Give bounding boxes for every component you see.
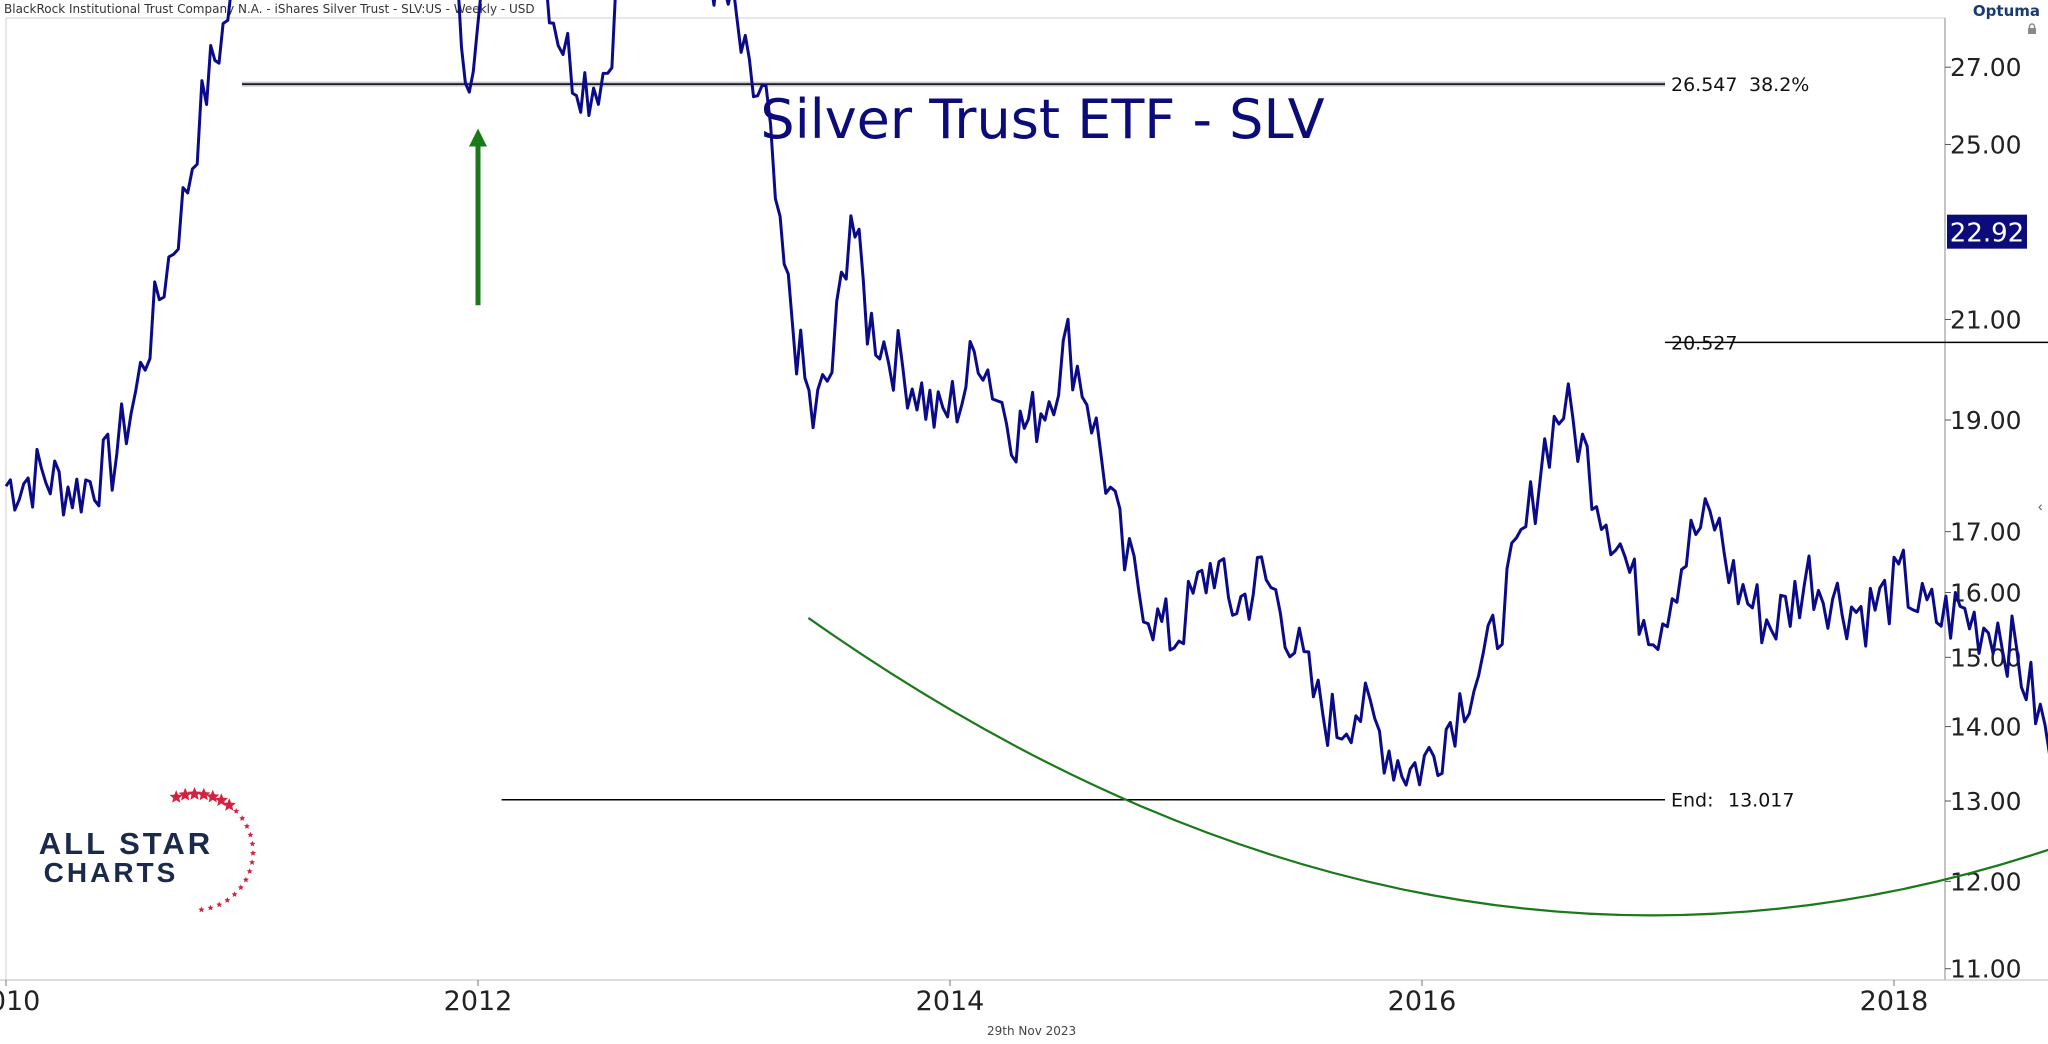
- y-tick-label: 12.00: [1950, 867, 2022, 896]
- logo-star: [249, 859, 256, 865]
- support-arrow-head: [469, 128, 487, 147]
- logo-star: [242, 876, 249, 883]
- y-tick-label: 16.00: [1950, 579, 2022, 608]
- logo-star: [214, 793, 228, 806]
- chart-title: Silver Trust ETF - SLV: [760, 88, 1325, 151]
- logo-star: [178, 787, 192, 801]
- logo-star: [198, 906, 205, 913]
- level-value-label: 13.017: [1728, 790, 1794, 812]
- chart-date: 29th Nov 2023: [987, 1024, 1077, 1038]
- lock-icon[interactable]: [2026, 23, 2038, 35]
- logo-star: [237, 884, 244, 891]
- price-line: [4, 0, 2048, 787]
- x-tick-label: 2010: [0, 986, 40, 1017]
- logo-star: [206, 789, 220, 803]
- logo-star: [243, 823, 250, 829]
- logo-star: [246, 868, 253, 874]
- rounding-bottom-arc: [807, 617, 2048, 917]
- logo-star: [187, 787, 202, 800]
- x-tick-label: 2018: [1860, 986, 1929, 1017]
- y-tick-label: 14.00: [1950, 713, 2022, 742]
- logo-star: [249, 850, 256, 856]
- x-tick-label: 2016: [1388, 986, 1457, 1017]
- level-name-label: End:: [1671, 790, 1714, 812]
- logo-star: [216, 901, 223, 908]
- logo-star: [224, 897, 231, 903]
- logo-text-line2: CHARTS: [44, 857, 179, 888]
- logo-star: [247, 831, 254, 838]
- y-tick-label: 25.00: [1950, 130, 2022, 159]
- logo-star: [233, 808, 240, 814]
- level-value-label: 26.547: [1671, 74, 1737, 96]
- logo-text-line1: ALL STAR: [39, 826, 213, 861]
- logo-star: [207, 904, 214, 911]
- y-tick-label: 17.00: [1950, 518, 2022, 547]
- x-tick-label: 2012: [444, 986, 513, 1017]
- y-tick-label: 11.00: [1950, 955, 2022, 984]
- optuma-brand: Optuma: [1972, 2, 2040, 20]
- current-price-badge: [1947, 214, 2027, 249]
- level-value-label: 20.527: [1671, 332, 1737, 354]
- chart-source-header: BlackRock Institutional Trust Company N.…: [4, 2, 535, 16]
- x-axis: 201020122014201620182020202220242026: [0, 980, 1929, 1017]
- logo-star: [222, 798, 236, 811]
- plot-frame: [5, 17, 1946, 981]
- logo-star: [231, 891, 238, 897]
- logo-star: [169, 790, 183, 803]
- x-tick-label: 2014: [916, 986, 985, 1017]
- current-price-label: 22.92: [1950, 219, 2024, 249]
- logo-star: [239, 815, 246, 821]
- logo-star: [197, 787, 211, 801]
- level-pct-label: 38.2%: [1749, 74, 1809, 96]
- logo-star: [249, 840, 256, 847]
- y-tick-label: 27.00: [1950, 53, 2022, 82]
- y-tick-label: 19.00: [1950, 406, 2022, 435]
- y-tick-label: 13.00: [1950, 787, 2022, 816]
- y-tick-label: 21.00: [1950, 306, 2022, 335]
- level-lines: Start:48.43634.90661.8%26.54738.2%20.527…: [242, 74, 2048, 812]
- y-axis: 27.0025.0021.0019.0017.0016.0015.0014.00…: [1945, 53, 2022, 984]
- collapse-panel-icon[interactable]: ‹: [2038, 498, 2043, 514]
